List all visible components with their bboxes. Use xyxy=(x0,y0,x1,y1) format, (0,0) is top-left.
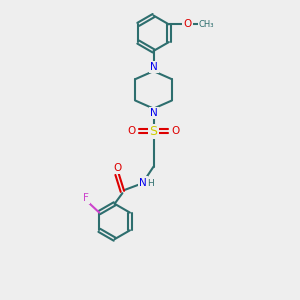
Text: N: N xyxy=(150,62,158,72)
Text: CH₃: CH₃ xyxy=(199,20,214,29)
Text: O: O xyxy=(128,126,136,136)
Text: N: N xyxy=(139,178,147,188)
Text: N: N xyxy=(150,62,158,72)
Text: O: O xyxy=(171,126,180,136)
Text: O: O xyxy=(183,20,191,29)
Text: F: F xyxy=(83,193,89,203)
Text: O: O xyxy=(113,163,121,173)
Text: H: H xyxy=(147,179,154,188)
Text: S: S xyxy=(149,125,158,138)
Text: N: N xyxy=(150,108,158,118)
